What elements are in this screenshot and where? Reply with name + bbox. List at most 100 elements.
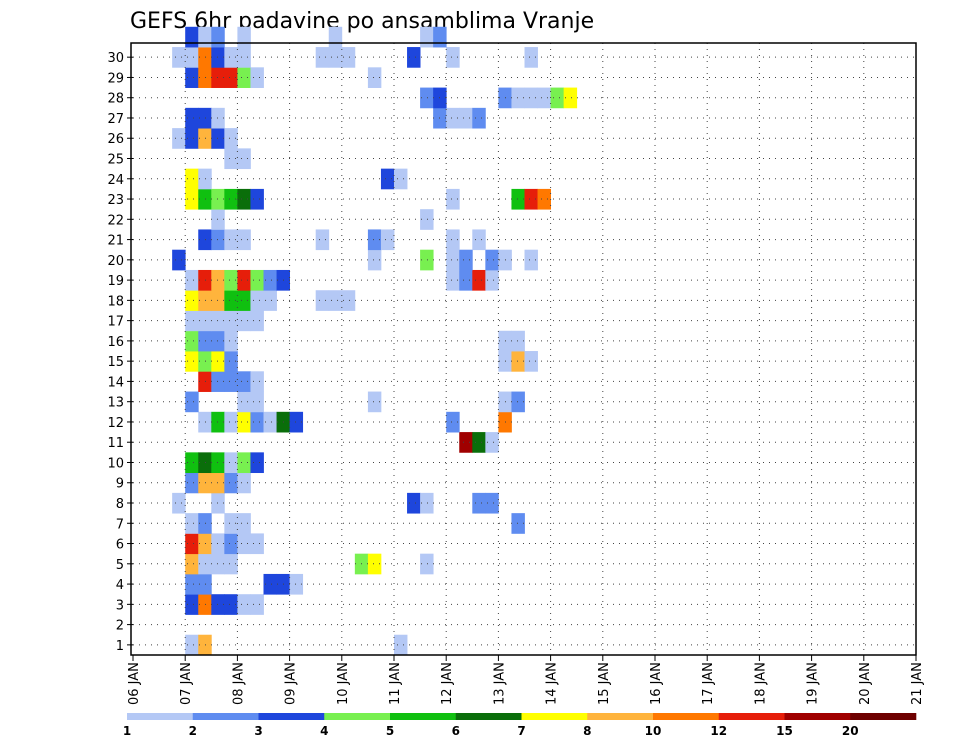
- heatmap-cell: [198, 290, 212, 311]
- heatmap-cell: [446, 107, 460, 129]
- y-tick-label: 2: [116, 619, 124, 634]
- heatmap-cell: [407, 47, 421, 68]
- heatmap-cell: [198, 634, 212, 656]
- heatmap-cell: [185, 67, 199, 88]
- y-tick-label: 15: [107, 355, 124, 370]
- heatmap-cell: [550, 87, 565, 109]
- y-tick-label: 26: [107, 132, 124, 147]
- heatmap-cell: [224, 290, 238, 311]
- heatmap-cell: [367, 249, 382, 271]
- heatmap-cell: [237, 533, 251, 555]
- x-tick-label: 14 JAN: [545, 662, 560, 705]
- heatmap-cell: [211, 47, 225, 68]
- heatmap-cell: [185, 634, 199, 656]
- y-tick-label: 27: [107, 112, 124, 127]
- heatmap-cell: [485, 432, 499, 453]
- heatmap-cell: [224, 371, 238, 392]
- heatmap-cell: [198, 351, 212, 372]
- heatmap-cell: [211, 553, 225, 575]
- cells-layer: [172, 26, 578, 656]
- heatmap-cell: [341, 47, 356, 68]
- x-axis: 06 JAN 07 JAN 08 JAN 09 JAN 10 JAN 11 JAN 12 J…: [127, 655, 925, 705]
- colorbar-label: 4: [320, 724, 328, 738]
- heatmap-cell: [472, 229, 486, 251]
- heatmap-cell: [224, 472, 238, 494]
- heatmap-cell: [250, 188, 264, 210]
- heatmap-cell: [198, 26, 212, 48]
- heatmap-cell: [472, 432, 486, 453]
- heatmap-cell: [380, 229, 395, 251]
- heatmap-cell: [198, 107, 212, 129]
- heatmap-cell: [250, 452, 264, 474]
- y-tick-label: 3: [116, 598, 124, 613]
- x-tick-label: 21 JAN: [910, 662, 925, 705]
- colorbar-swatch: [587, 713, 654, 720]
- heatmap-cell: [367, 391, 382, 413]
- heatmap-cell: [198, 533, 212, 555]
- heatmap-cell: [185, 452, 199, 474]
- heatmap-cell: [250, 594, 264, 615]
- heatmap-cell: [198, 553, 212, 575]
- heatmap-cell: [524, 87, 538, 109]
- heatmap-cell: [237, 67, 251, 88]
- heatmap-cell: [433, 26, 447, 48]
- colorbar-label: 20: [842, 724, 859, 738]
- heatmap-cell: [172, 492, 186, 514]
- heatmap-cell: [211, 229, 225, 251]
- heatmap-cell: [328, 290, 343, 311]
- heatmap-cell: [185, 351, 199, 372]
- y-tick-label: 14: [107, 375, 124, 390]
- colorbar-label: 3: [254, 724, 262, 738]
- heatmap-cell: [198, 594, 212, 615]
- heatmap-cell: [459, 432, 473, 453]
- heatmap-cell: [198, 371, 212, 392]
- heatmap-cell: [237, 229, 251, 251]
- grid-layer: [133, 43, 916, 655]
- y-tick-label: 30: [107, 51, 124, 66]
- heatmap-cell: [198, 168, 212, 190]
- y-tick-label: 16: [107, 335, 124, 350]
- heatmap-cell: [420, 492, 434, 514]
- colorbar-label: 7: [517, 724, 525, 738]
- heatmap-cell: [172, 249, 186, 271]
- colorbar-swatch: [127, 713, 194, 720]
- colorbar-swatch: [718, 713, 785, 720]
- heatmap-cell: [328, 26, 343, 48]
- plot-frame: [130, 42, 917, 656]
- heatmap-cell: [472, 492, 486, 514]
- heatmap-cell: [224, 533, 238, 555]
- y-tick-label: 10: [107, 456, 124, 471]
- heatmap-cell: [446, 229, 460, 251]
- heatmap-cell: [446, 411, 460, 433]
- y-tick-label: 29: [107, 71, 124, 86]
- y-tick-label: 22: [107, 213, 124, 228]
- x-tick-label: 17 JAN: [701, 662, 716, 705]
- heatmap-cell: [237, 452, 251, 474]
- heatmap-cell: [211, 452, 225, 474]
- colorbar-swatch: [192, 713, 259, 720]
- heatmap-cell: [185, 26, 199, 48]
- x-tick-label: 16 JAN: [649, 662, 664, 705]
- y-tick-label: 25: [107, 153, 124, 168]
- heatmap-cell: [198, 229, 212, 251]
- heatmap-cell: [250, 67, 264, 88]
- heatmap-cell: [172, 128, 186, 149]
- heatmap-cell: [211, 411, 225, 433]
- y-tick-label: 6: [116, 538, 124, 553]
- heatmap-cell: [185, 188, 199, 210]
- heatmap-cell: [198, 128, 212, 149]
- heatmap-cell: [237, 391, 251, 413]
- colorbar-label: 2: [189, 724, 197, 738]
- heatmap-cell: [198, 411, 212, 433]
- heatmap-cell: [198, 513, 212, 534]
- colorbar-label: 10: [645, 724, 662, 738]
- heatmap-cell: [224, 269, 238, 291]
- heatmap-cell: [237, 188, 251, 210]
- colorbar-swatch: [258, 713, 325, 720]
- heatmap-cell: [237, 472, 251, 494]
- heatmap-cell: [198, 472, 212, 494]
- heatmap-cell: [250, 371, 264, 392]
- heatmap-cell: [198, 269, 212, 291]
- heatmap-cell: [185, 290, 199, 311]
